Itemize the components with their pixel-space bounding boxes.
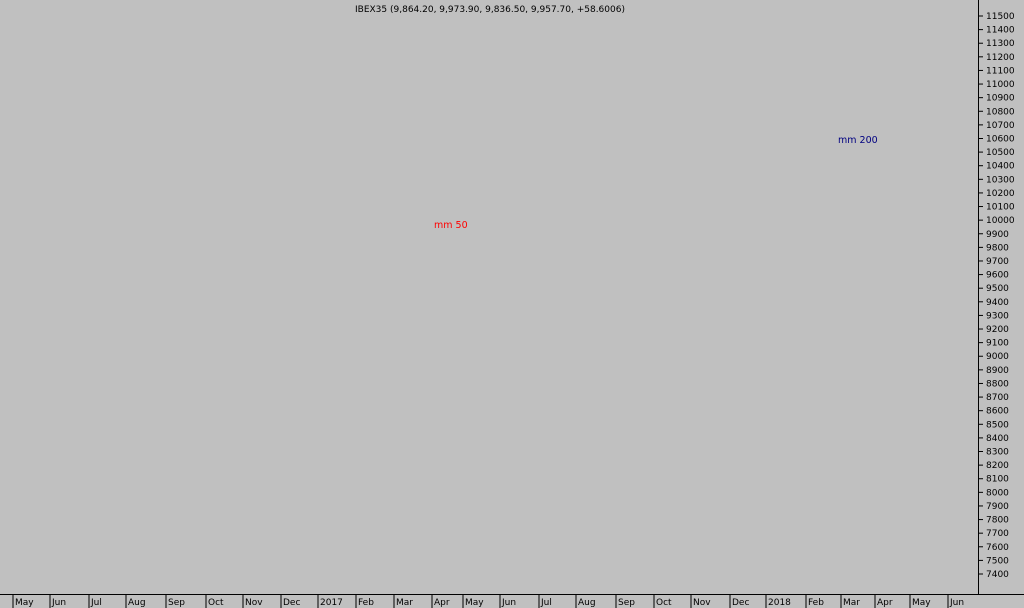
x-tick-label: Nov bbox=[693, 598, 711, 608]
y-tick-label: 8200 bbox=[986, 461, 1009, 471]
y-tick-label: 10100 bbox=[986, 203, 1015, 213]
x-tick-label: Jul bbox=[90, 598, 102, 608]
x-tick-label: Feb bbox=[358, 598, 374, 608]
y-tick-label: 10800 bbox=[986, 107, 1015, 117]
x-tick-label: 2018 bbox=[768, 598, 791, 608]
y-tick-label: 9900 bbox=[986, 230, 1009, 240]
x-tick-label: Nov bbox=[245, 598, 263, 608]
y-tick-label: 8900 bbox=[986, 366, 1009, 376]
y-tick-label: 7400 bbox=[986, 570, 1009, 580]
y-tick-label: 9700 bbox=[986, 257, 1009, 267]
y-tick-label: 10400 bbox=[986, 162, 1015, 172]
mm50-annotation: mm 50 bbox=[434, 220, 468, 231]
x-tick-label: Dec bbox=[283, 598, 300, 608]
y-tick-label: 10600 bbox=[986, 134, 1015, 144]
y-tick-label: 10300 bbox=[986, 175, 1015, 185]
y-tick-label: 11000 bbox=[986, 80, 1015, 90]
x-tick-label: Mar bbox=[396, 598, 413, 608]
y-tick-label: 7800 bbox=[986, 516, 1009, 526]
x-tick-label: Sep bbox=[168, 598, 185, 608]
x-tick-label: May bbox=[15, 598, 34, 608]
x-tick-label: Oct bbox=[656, 598, 672, 608]
x-tick-label: Aug bbox=[128, 598, 146, 608]
x-tick-label: 2017 bbox=[320, 598, 343, 608]
y-tick-label: 10700 bbox=[986, 121, 1015, 131]
y-tick-label: 9300 bbox=[986, 311, 1009, 321]
x-tick-label: Jun bbox=[949, 598, 964, 608]
x-tick-label: Sep bbox=[618, 598, 635, 608]
y-tick-label: 11300 bbox=[986, 39, 1015, 49]
y-tick-label: 11100 bbox=[986, 66, 1015, 76]
y-tick-label: 11400 bbox=[986, 26, 1015, 36]
y-tick-label: 8500 bbox=[986, 420, 1009, 430]
x-tick-label: Feb bbox=[808, 598, 824, 608]
y-tick-label: 8700 bbox=[986, 393, 1009, 403]
y-tick-label: 11200 bbox=[986, 53, 1015, 63]
y-tick-label: 7500 bbox=[986, 556, 1009, 566]
mm200-annotation: mm 200 bbox=[838, 135, 878, 146]
x-tick-label: May bbox=[912, 598, 931, 608]
y-tick-label: 7900 bbox=[986, 502, 1009, 512]
y-tick-label: 9500 bbox=[986, 284, 1009, 294]
x-tick-label: Dec bbox=[732, 598, 749, 608]
y-tick-label: 8600 bbox=[986, 407, 1009, 417]
chart-title: IBEX35 (9,864.20, 9,973.90, 9,836.50, 9,… bbox=[355, 5, 625, 15]
x-tick-label: Apr bbox=[877, 598, 893, 608]
x-tick-label: May bbox=[465, 598, 484, 608]
y-tick-label: 11500 bbox=[986, 12, 1015, 22]
x-tick-label: Apr bbox=[434, 598, 450, 608]
y-tick-label: 10500 bbox=[986, 148, 1015, 158]
y-tick-label: 9000 bbox=[986, 352, 1009, 362]
y-tick-label: 10200 bbox=[986, 189, 1015, 199]
y-tick-label: 9800 bbox=[986, 243, 1009, 253]
y-tick-label: 8300 bbox=[986, 448, 1009, 458]
y-tick-label: 7700 bbox=[986, 529, 1009, 539]
y-tick-label: 7600 bbox=[986, 543, 1009, 553]
x-tick-label: Jun bbox=[51, 598, 66, 608]
x-tick-label: Mar bbox=[843, 598, 860, 608]
y-tick-label: 8100 bbox=[986, 475, 1009, 485]
y-tick-label: 9100 bbox=[986, 339, 1009, 349]
x-tick-label: Oct bbox=[208, 598, 224, 608]
x-tick-label: Aug bbox=[578, 598, 596, 608]
y-tick-label: 8000 bbox=[986, 488, 1009, 498]
y-tick-label: 8800 bbox=[986, 379, 1009, 389]
x-tick-label: Jun bbox=[501, 598, 516, 608]
y-tick-label: 9200 bbox=[986, 325, 1009, 335]
y-tick-label: 9600 bbox=[986, 271, 1009, 281]
y-tick-label: 9400 bbox=[986, 298, 1009, 308]
y-tick-label: 8400 bbox=[986, 434, 1009, 444]
y-tick-label: 10900 bbox=[986, 94, 1015, 104]
x-tick-label: Jul bbox=[540, 598, 552, 608]
y-tick-label: 10000 bbox=[986, 216, 1015, 226]
